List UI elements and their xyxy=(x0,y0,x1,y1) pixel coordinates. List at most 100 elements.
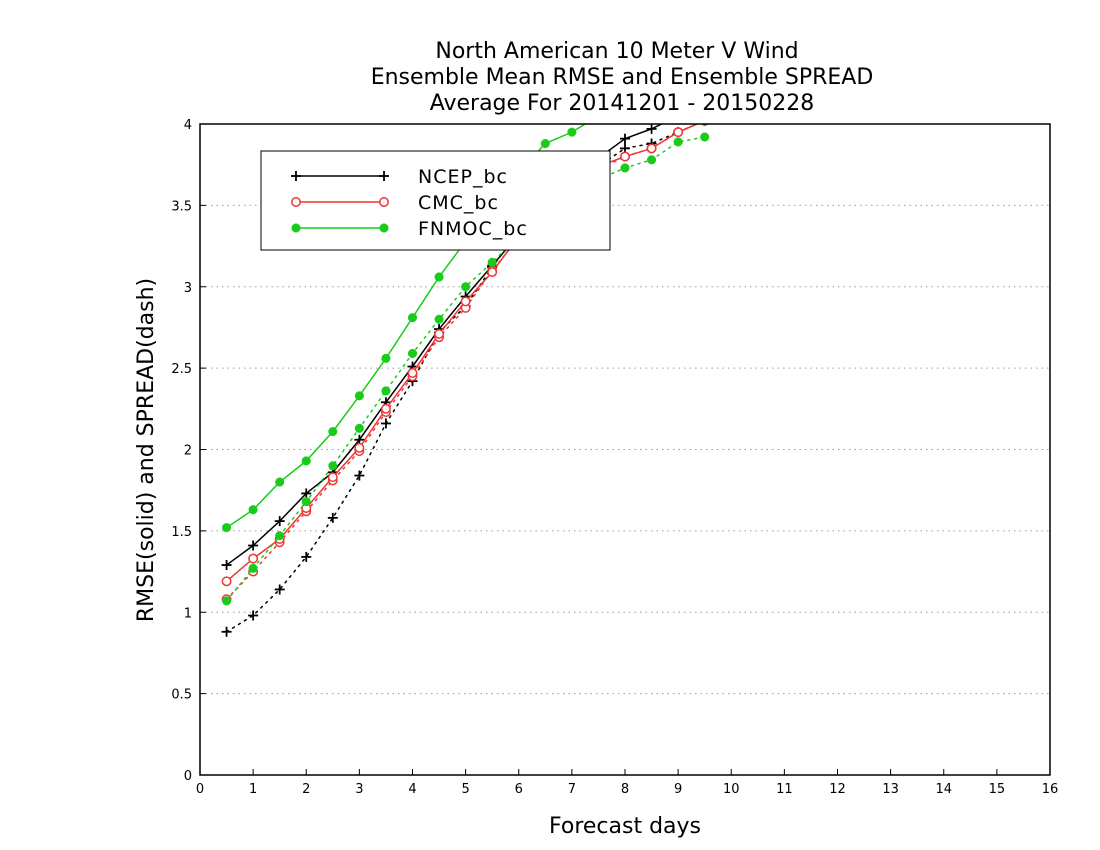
axes: 0 1 2 3 4 5 6 7 8 9 10 11 12 13 14 15 1600.511.522.533.5… xyxy=(171,118,1058,797)
rmse-point-CMC_bc-7 xyxy=(407,368,418,378)
spread-point-FNMOC_bc-2 xyxy=(275,531,285,541)
spread-point-NCEP_bc-0 xyxy=(221,626,232,637)
x-tick-label-16: 16 xyxy=(1042,782,1059,797)
y-tick-label-8: 4 xyxy=(184,118,192,133)
spread-point-FNMOC_bc-15 xyxy=(620,163,630,173)
spread-point-FNMOC_bc-0 xyxy=(222,596,232,606)
legend-marker-end xyxy=(379,197,389,207)
legend-marker-start xyxy=(291,223,301,233)
rmse-point-CMC_bc-5 xyxy=(354,442,365,453)
legend-marker-end xyxy=(379,223,389,233)
y-axis-label: RMSE(solid) and SPREAD(dash) xyxy=(134,278,159,622)
spread-point-FNMOC_bc-6 xyxy=(381,386,391,396)
spread-point-FNMOC_bc-16 xyxy=(647,155,657,165)
y-tick-label-1: 0.5 xyxy=(171,688,192,703)
x-tick-label-7: 7 xyxy=(568,782,576,797)
rmse-point-CMC_bc-17 xyxy=(673,127,684,138)
x-tick-label-11: 11 xyxy=(776,782,793,797)
rmse-point-CMC_bc-10 xyxy=(487,267,498,278)
y-tick-label-0: 0 xyxy=(184,769,192,784)
y-tick-label-6: 3 xyxy=(184,281,192,296)
rmse-point-FNMOC_bc-0 xyxy=(222,523,232,533)
legend-label-CMC_bc: CMC_bc xyxy=(418,192,499,214)
chart-title-line-3: Average For 20141201 - 20150228 xyxy=(430,91,815,116)
spread-point-FNMOC_bc-7 xyxy=(407,348,418,359)
rmse-line-NCEP_bc xyxy=(226,124,664,566)
y-tick-label-3: 1.5 xyxy=(171,525,192,540)
x-tick-label-10: 10 xyxy=(723,782,740,797)
gridlines xyxy=(200,204,1050,695)
spread-point-FNMOC_bc-5 xyxy=(354,423,364,433)
rmse-point-FNMOC_bc-7 xyxy=(407,313,418,323)
rmse-point-CMC_bc-6 xyxy=(380,403,391,414)
rmse-point-CMC_bc-1 xyxy=(248,553,259,564)
rmse-point-CMC_bc-0 xyxy=(221,576,232,587)
x-tick-label-1: 1 xyxy=(249,782,257,797)
y-tick-label-2: 1 xyxy=(184,606,192,621)
rmse-point-FNMOC_bc-3 xyxy=(301,456,311,466)
x-tick-label-3: 3 xyxy=(355,782,363,797)
legend-marker-start xyxy=(291,197,301,207)
rmse-point-FNMOC_bc-4 xyxy=(328,427,338,437)
x-axis-label: Forecast days xyxy=(549,814,701,839)
spread-point-NCEP_bc-4 xyxy=(327,512,338,523)
x-tick-label-12: 12 xyxy=(829,782,846,797)
spread-point-NCEP_bc-3 xyxy=(301,551,312,562)
legend-label-FNMOC_bc: FNMOC_bc xyxy=(418,218,528,240)
x-tick-label-15: 15 xyxy=(989,782,1006,797)
legend-marker-start xyxy=(291,171,301,181)
rmse-point-NCEP_bc-3 xyxy=(301,488,312,499)
spread-point-NCEP_bc-5 xyxy=(354,470,365,481)
spread-point-FNMOC_bc-9 xyxy=(461,282,471,292)
legend: NCEP_bc CMC_bc FNMOC_bc xyxy=(260,150,611,251)
x-tick-label-8: 8 xyxy=(621,782,629,797)
rmse-point-FNMOC_bc-1 xyxy=(248,505,258,515)
x-tick-label-9: 9 xyxy=(674,782,682,797)
spread-point-FNMOC_bc-3 xyxy=(301,497,311,507)
rmse-point-NCEP_bc-2 xyxy=(274,516,285,527)
y-tick-label-7: 3.5 xyxy=(171,199,192,214)
x-tick-label-5: 5 xyxy=(461,782,469,797)
chart-title-line-1: North American 10 Meter V Wind xyxy=(435,39,798,64)
rmse-point-FNMOC_bc-13 xyxy=(567,127,577,137)
rmse-point-FNMOC_bc-8 xyxy=(434,272,444,282)
legend-item-CMC_bc: CMC_bc xyxy=(291,192,499,214)
x-tick-label-6: 6 xyxy=(515,782,523,797)
legend-box xyxy=(260,150,611,251)
rmse-point-CMC_bc-15 xyxy=(620,151,630,162)
legend-item-NCEP_bc: NCEP_bc xyxy=(291,166,508,188)
x-tick-label-13: 13 xyxy=(882,782,899,797)
rmse-point-FNMOC_bc-5 xyxy=(354,391,364,401)
x-tick-label-14: 14 xyxy=(935,782,952,797)
rmse-point-NCEP_bc-15 xyxy=(620,133,630,144)
chart-title-line-2: Ensemble Mean RMSE and Ensemble SPREAD xyxy=(371,65,874,90)
rmse-point-CMC_bc-16 xyxy=(646,143,657,154)
rmse-point-CMC_bc-9 xyxy=(460,296,471,307)
spread-point-FNMOC_bc-4 xyxy=(328,461,338,471)
rmse-point-CMC_bc-4 xyxy=(327,472,338,483)
spread-point-FNMOC_bc-17 xyxy=(673,137,683,147)
y-tick-label-4: 2 xyxy=(184,444,192,459)
legend-item-FNMOC_bc: FNMOC_bc xyxy=(291,218,528,240)
spread-point-FNMOC_bc-1 xyxy=(248,563,258,573)
x-tick-label-0: 0 xyxy=(196,782,204,797)
spread-point-NCEP_bc-1 xyxy=(248,610,259,621)
x-tick-label-4: 4 xyxy=(408,782,416,797)
spread-point-FNMOC_bc-8 xyxy=(434,314,444,324)
rmse-point-NCEP_bc-16 xyxy=(646,124,657,134)
rmse-point-FNMOC_bc-6 xyxy=(381,353,391,363)
x-tick-label-2: 2 xyxy=(302,782,310,797)
legend-label-NCEP_bc: NCEP_bc xyxy=(418,166,508,188)
spread-point-NCEP_bc-6 xyxy=(380,418,391,429)
spread-point-FNMOC_bc-18 xyxy=(700,132,710,142)
rmse-point-CMC_bc-8 xyxy=(434,328,445,339)
rmse-point-FNMOC_bc-2 xyxy=(275,477,285,487)
spread-point-FNMOC_bc-10 xyxy=(487,257,497,267)
rmse-point-NCEP_bc-1 xyxy=(248,540,259,551)
rmse-point-FNMOC_bc-12 xyxy=(540,138,550,149)
rmse-point-NCEP_bc-0 xyxy=(221,560,232,571)
spread-point-NCEP_bc-2 xyxy=(274,584,285,595)
y-tick-label-5: 2.5 xyxy=(171,362,192,377)
legend-marker-end xyxy=(379,171,389,181)
